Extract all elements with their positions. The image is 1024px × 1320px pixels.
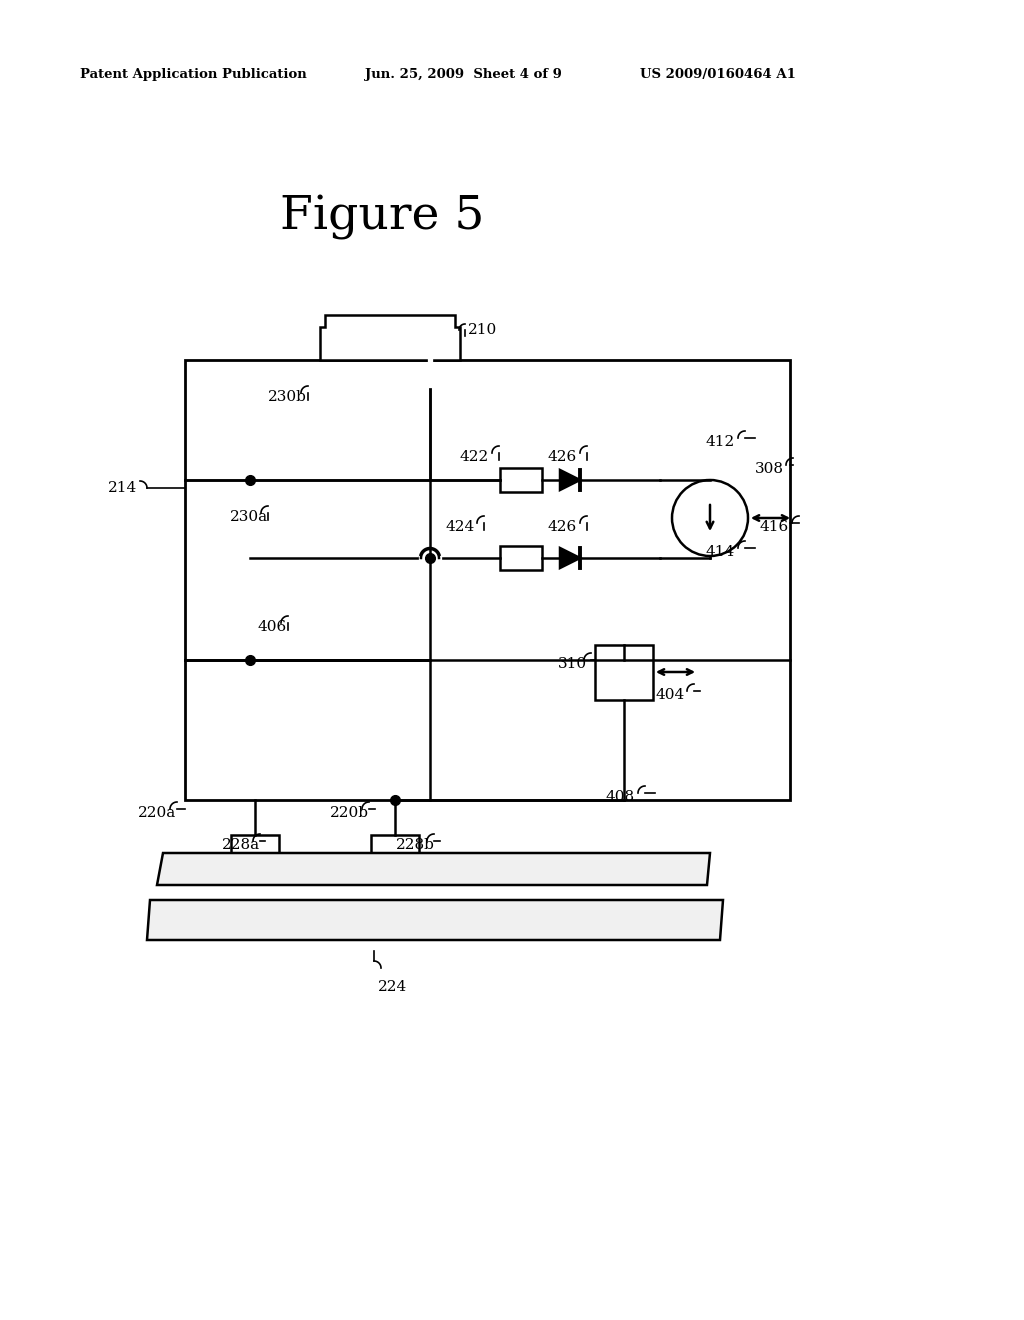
Text: 408: 408 <box>606 789 635 804</box>
Text: US 2009/0160464 A1: US 2009/0160464 A1 <box>640 69 796 81</box>
Polygon shape <box>147 900 723 940</box>
Text: Jun. 25, 2009  Sheet 4 of 9: Jun. 25, 2009 Sheet 4 of 9 <box>365 69 562 81</box>
Text: 220b: 220b <box>330 807 369 820</box>
Text: 406: 406 <box>258 620 288 634</box>
Text: 228b: 228b <box>396 838 435 851</box>
Text: Figure 5: Figure 5 <box>280 195 484 240</box>
Text: 230a: 230a <box>230 510 268 524</box>
Bar <box>185 360 790 800</box>
Text: 220a: 220a <box>138 807 176 820</box>
Text: Patent Application Publication: Patent Application Publication <box>80 69 307 81</box>
Text: 228a: 228a <box>222 838 260 851</box>
Text: 416: 416 <box>760 520 790 535</box>
Text: 426: 426 <box>548 450 578 465</box>
Bar <box>500 469 542 492</box>
Text: 422: 422 <box>460 450 489 465</box>
Text: 424: 424 <box>445 520 474 535</box>
Text: 414: 414 <box>706 545 735 558</box>
Text: 426: 426 <box>548 520 578 535</box>
Polygon shape <box>560 470 580 490</box>
Bar <box>231 836 279 853</box>
Bar <box>371 836 419 853</box>
Text: 224: 224 <box>378 979 408 994</box>
Text: 210: 210 <box>468 323 498 337</box>
Text: 404: 404 <box>655 688 684 702</box>
Text: 214: 214 <box>108 480 137 495</box>
Polygon shape <box>560 548 580 568</box>
Text: 412: 412 <box>706 436 735 449</box>
Polygon shape <box>319 315 460 360</box>
Bar <box>500 546 542 570</box>
Text: 308: 308 <box>755 462 784 477</box>
Bar <box>595 645 653 700</box>
Text: 310: 310 <box>558 657 587 671</box>
Text: 230b: 230b <box>268 389 307 404</box>
Polygon shape <box>157 853 710 884</box>
